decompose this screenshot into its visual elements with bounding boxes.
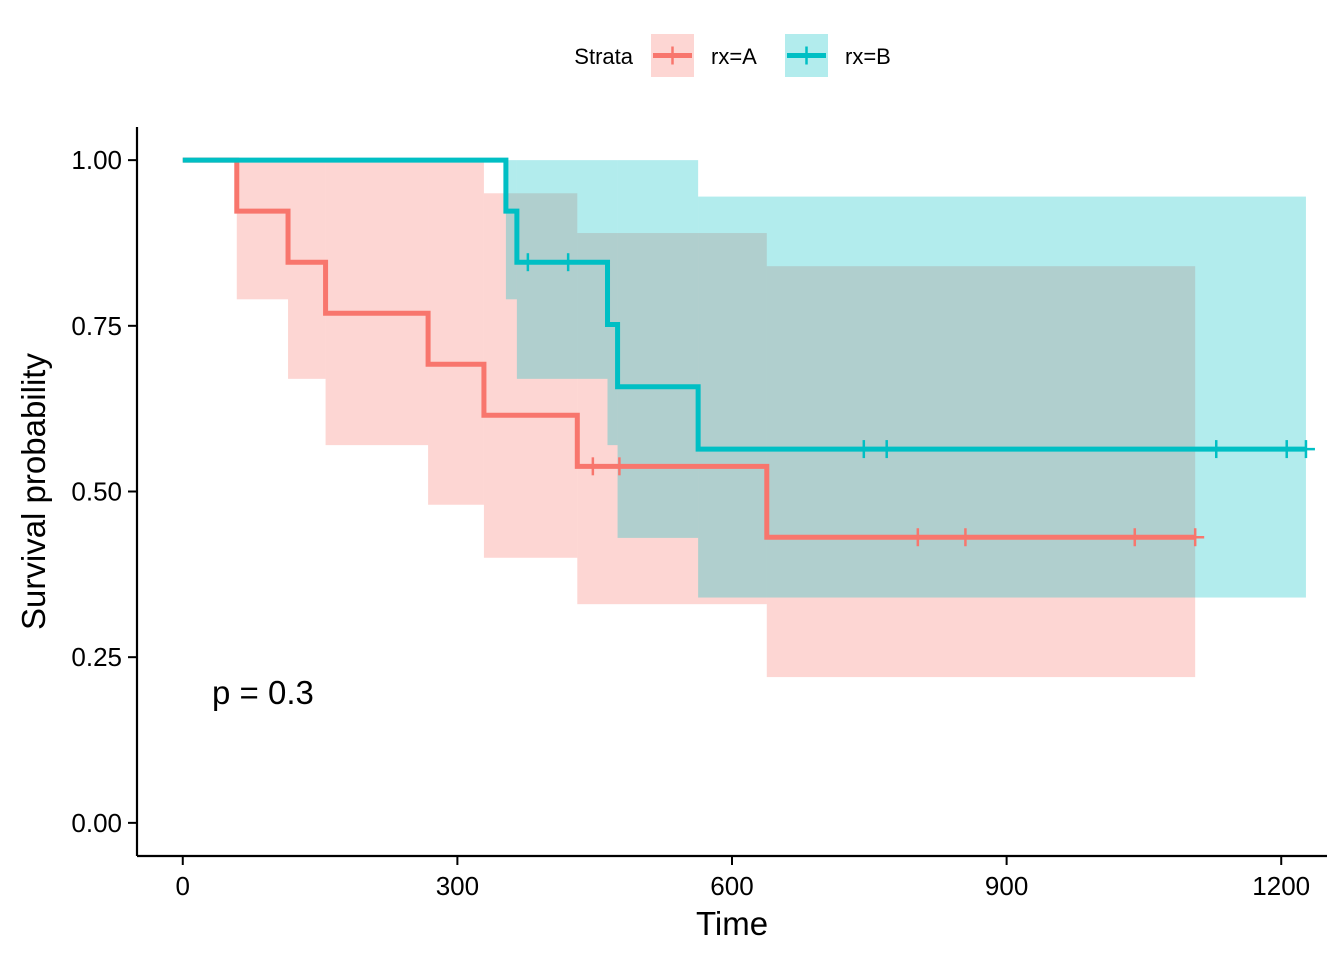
ci-band-rx-b [617, 160, 699, 538]
censor-mark-rx-a [1186, 528, 1205, 547]
legend: Strata rx=A rx=B [574, 34, 891, 77]
censor-mark-rx-b [1277, 440, 1296, 459]
ci-band-rx-b [516, 160, 608, 379]
legend-label: rx=A [711, 44, 757, 69]
p-value-annotation: p = 0.3 [212, 674, 314, 711]
y-axis-title: Survival probability [15, 353, 52, 630]
censor-mark-rx-b [518, 253, 537, 272]
ci-band-rx-b [698, 196, 1306, 598]
y-tick-label: 0.50 [71, 477, 122, 507]
x-tick-label: 300 [436, 871, 479, 901]
ci-band-rx-b [505, 160, 517, 300]
survival-curve-rx-b [182, 157, 1306, 452]
legend-item-rx-b: rx=B [785, 34, 891, 77]
ci-band-rx-a [483, 193, 578, 558]
censor-mark-rx-a [1125, 528, 1144, 547]
survival-curve-rx-a [182, 157, 1196, 540]
legend-title: Strata [574, 44, 633, 69]
ci-band-rx-b [607, 160, 618, 446]
censor-mark-rx-b [877, 440, 896, 459]
legend-label: rx=B [845, 44, 891, 69]
ci-band-rx-a [236, 160, 289, 300]
y-tick-label: 0.75 [71, 311, 122, 341]
legend-item-rx-a: rx=A [651, 34, 757, 77]
x-tick-label: 900 [985, 871, 1028, 901]
censor-mark-rx-a [908, 528, 927, 547]
y-tick-label: 0.00 [71, 808, 122, 838]
x-tick-label: 1200 [1252, 871, 1310, 901]
x-tick-label: 600 [710, 871, 753, 901]
censor-mark-rx-a [956, 528, 975, 547]
x-tick-label: 0 [176, 871, 190, 901]
confidence-bands [236, 160, 1306, 678]
ci-band-rx-a [288, 160, 326, 379]
censor-mark-rx-b [1207, 440, 1226, 459]
ci-band-rx-a [428, 160, 484, 505]
axis-ticks: 0 300 600 900 1200 0.00 0.25 0.50 0.75 1.00 [71, 145, 1310, 901]
y-tick-label: 0.25 [71, 642, 122, 672]
ci-band-rx-a [325, 160, 429, 446]
censor-mark-rx-b [854, 440, 873, 459]
y-tick-label: 1.00 [71, 145, 122, 175]
censor-mark-rx-a [583, 457, 602, 476]
censor-mark-rx-b [1296, 440, 1315, 459]
ci-band-rx-a [766, 266, 1196, 678]
survival-curves [182, 157, 1306, 540]
censor-mark-rx-b [559, 253, 578, 272]
censor-marks [518, 253, 1315, 547]
x-axis-title: Time [696, 905, 768, 942]
censor-mark-rx-a [610, 457, 629, 476]
